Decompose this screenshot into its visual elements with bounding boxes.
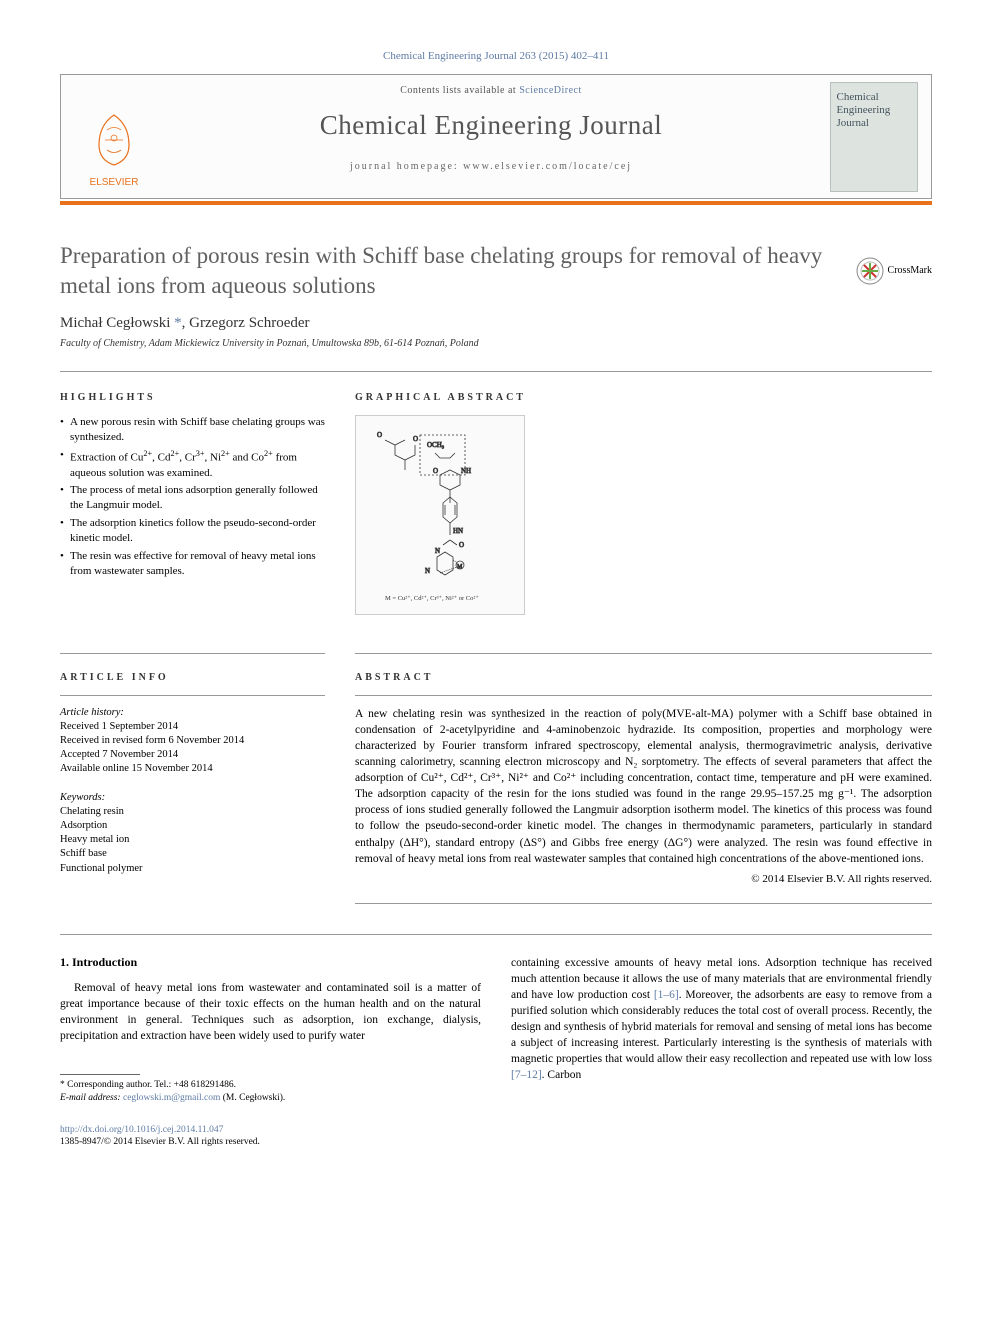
- article-info-label: ARTICLE INFO: [60, 672, 325, 683]
- authors: Michał Cegłowski *, Grzegorz Schroeder: [60, 315, 932, 332]
- svg-text:N: N: [425, 567, 430, 575]
- highlights-list: A new porous resin with Schiff base chel…: [60, 415, 325, 580]
- keyword: Schiff base: [60, 847, 325, 861]
- svg-text:OCH₃: OCH₃: [427, 441, 445, 449]
- history-revised: Received in revised form 6 November 2014: [60, 734, 325, 748]
- divider: [355, 653, 932, 654]
- abstract-label: ABSTRACT: [355, 672, 932, 683]
- history-label: Article history:: [60, 706, 325, 720]
- divider: [60, 653, 325, 654]
- keyword: Chelating resin: [60, 805, 325, 819]
- sciencedirect-link[interactable]: ScienceDirect: [519, 85, 582, 96]
- homepage-line: journal homepage: www.elsevier.com/locat…: [166, 161, 816, 172]
- history-received: Received 1 September 2014: [60, 720, 325, 734]
- divider: [355, 903, 932, 904]
- affiliation: Faculty of Chemistry, Adam Mickiewicz Un…: [60, 338, 932, 349]
- ga-caption: M = Cu²⁺, Cd²⁺, Cr³⁺, Ni²⁺ or Co²⁺: [385, 595, 479, 602]
- footnote-separator: [60, 1074, 140, 1075]
- accent-bar: [60, 201, 932, 205]
- cover-line: Engineering: [837, 104, 891, 117]
- svg-text:HN: HN: [453, 527, 463, 535]
- body-paragraph: Removal of heavy metal ions from wastewa…: [60, 980, 481, 1044]
- history-accepted: Accepted 7 November 2014: [60, 748, 325, 762]
- crossmark-icon: [856, 257, 884, 285]
- keywords-label: Keywords:: [60, 791, 325, 805]
- highlight-item: The resin was effective for removal of h…: [60, 549, 325, 580]
- journal-name: Chemical Engineering Journal: [166, 110, 816, 141]
- crossmark-label: CrossMark: [888, 265, 932, 276]
- history-online: Available online 15 November 2014: [60, 762, 325, 776]
- publisher-logo-area: ELSEVIER: [61, 75, 166, 198]
- article-history: Article history: Received 1 September 20…: [60, 706, 325, 876]
- keyword: Functional polymer: [60, 862, 325, 876]
- svg-text:N: N: [435, 547, 440, 555]
- highlight-item: The process of metal ions adsorption gen…: [60, 483, 325, 514]
- svg-text:O: O: [459, 541, 464, 549]
- svg-text:O: O: [377, 431, 382, 439]
- graphical-abstract-image: O O OCH₃ O NH HN O N: [355, 415, 525, 615]
- divider: [60, 695, 325, 696]
- cover-line: Chemical: [837, 91, 879, 104]
- body-paragraph: containing excessive amounts of heavy me…: [511, 955, 932, 1084]
- highlight-item: The adsorption kinetics follow the pseud…: [60, 516, 325, 547]
- divider: [355, 695, 932, 696]
- ref-link[interactable]: [1–6]: [654, 989, 679, 1001]
- email-note: E-mail address: ceglowski.m@gmail.com (M…: [60, 1092, 481, 1105]
- corresponding-author-note: * Corresponding author. Tel.: +48 618291…: [60, 1079, 481, 1092]
- full-width-divider: [60, 934, 932, 935]
- elsevier-text: ELSEVIER: [89, 177, 138, 188]
- article-title: Preparation of porous resin with Schiff …: [60, 241, 836, 301]
- ref-link[interactable]: [7–12]: [511, 1069, 542, 1081]
- cover-line: Journal: [837, 117, 869, 130]
- highlight-item: Extraction of Cu2+, Cd2+, Cr3+, Ni2+ and…: [60, 448, 325, 481]
- svg-text:M: M: [457, 564, 463, 570]
- crossmark-badge[interactable]: CrossMark: [856, 241, 932, 301]
- copyright-line: © 2014 Elsevier B.V. All rights reserved…: [355, 873, 932, 885]
- elsevier-logo[interactable]: ELSEVIER: [79, 110, 149, 190]
- highlight-item: A new porous resin with Schiff base chel…: [60, 415, 325, 446]
- journal-cover-thumbnail[interactable]: Chemical Engineering Journal: [830, 82, 918, 192]
- graphical-abstract-label: GRAPHICAL ABSTRACT: [355, 392, 932, 403]
- section-heading: 1. Introduction: [60, 955, 481, 970]
- contents-list-line: Contents lists available at ScienceDirec…: [166, 85, 816, 96]
- keyword: Heavy metal ion: [60, 833, 325, 847]
- doi-block: http://dx.doi.org/10.1016/j.cej.2014.11.…: [60, 1124, 481, 1149]
- keyword: Adsorption: [60, 819, 325, 833]
- homepage-url[interactable]: www.elsevier.com/locate/cej: [463, 161, 632, 172]
- abstract-text: A new chelating resin was synthesized in…: [355, 706, 932, 867]
- svg-text:O: O: [433, 467, 438, 475]
- svg-text:O: O: [413, 435, 418, 443]
- issn-copyright: 1385-8947/© 2014 Elsevier B.V. All right…: [60, 1137, 260, 1147]
- divider: [60, 371, 932, 372]
- highlights-label: HIGHLIGHTS: [60, 392, 325, 403]
- svg-text:NH: NH: [461, 467, 471, 475]
- doi-link[interactable]: http://dx.doi.org/10.1016/j.cej.2014.11.…: [60, 1125, 223, 1135]
- email-link[interactable]: ceglowski.m@gmail.com: [123, 1093, 220, 1103]
- citation-line: Chemical Engineering Journal 263 (2015) …: [60, 50, 932, 62]
- journal-header: ELSEVIER Contents lists available at Sci…: [60, 74, 932, 199]
